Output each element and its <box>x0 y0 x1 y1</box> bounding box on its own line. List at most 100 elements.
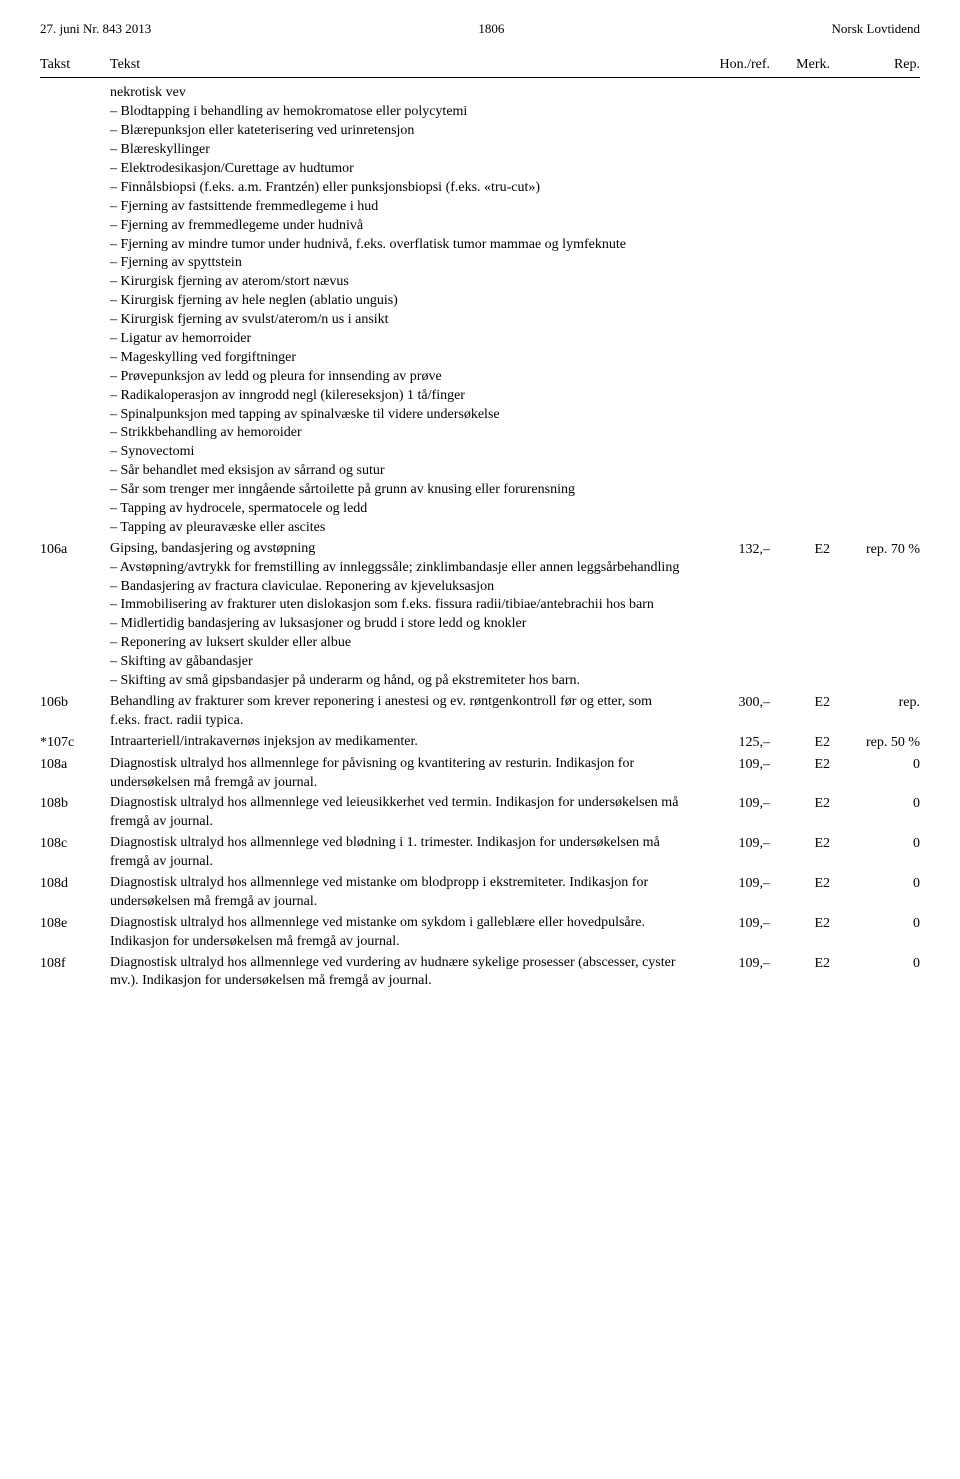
col-header-tekst: Tekst <box>110 56 700 75</box>
cell-takst: 108d <box>40 874 110 894</box>
continuation-body-line: – Sår som trenger mer inngående sårtoile… <box>110 481 680 500</box>
cell-tekst-line: Diagnostisk ultralyd hos allmennlege ved… <box>110 834 680 872</box>
cell-takst: 108f <box>40 954 110 974</box>
continuation-body-line: nekrotisk vev <box>110 84 680 103</box>
cell-rep: rep. 70 % <box>830 540 920 560</box>
continuation-tekst: nekrotisk vev– Blodtapping i behandling … <box>110 84 700 537</box>
cell-rep: rep. <box>830 693 920 713</box>
cell-merk: E2 <box>770 834 830 854</box>
continuation-takst-empty <box>40 84 110 85</box>
col-header-rep: Rep. <box>830 56 920 75</box>
cell-tekst-line: – Avstøpning/avtrykk for fremstilling av… <box>110 559 680 578</box>
cell-rep: 0 <box>830 954 920 974</box>
cell-hon: 109,– <box>700 954 770 974</box>
cell-takst: 108b <box>40 794 110 814</box>
cell-tekst-line: Diagnostisk ultralyd hos allmennlege ved… <box>110 874 680 912</box>
cell-merk: E2 <box>770 954 830 974</box>
header-right: Norsk Lovtidend <box>832 20 920 38</box>
rows-container: 106aGipsing, bandasjering og avstøpning–… <box>40 540 920 991</box>
table-row: *107cIntraarteriell/intrakavernøs injeks… <box>40 733 920 753</box>
cell-takst: 108a <box>40 755 110 775</box>
col-header-merk: Merk. <box>770 56 830 75</box>
cell-tekst: Diagnostisk ultralyd hos allmennlege ved… <box>110 914 700 952</box>
cell-tekst: Diagnostisk ultralyd hos allmennlege ved… <box>110 794 700 832</box>
continuation-row: nekrotisk vev– Blodtapping i behandling … <box>40 84 920 537</box>
continuation-body-line: – Kirurgisk fjerning av svulst/aterom/n … <box>110 311 680 330</box>
cell-takst: *107c <box>40 733 110 753</box>
cell-merk: E2 <box>770 914 830 934</box>
cell-tekst-line: – Skifting av gåbandasjer <box>110 653 680 672</box>
cell-merk: E2 <box>770 755 830 775</box>
cell-rep: 0 <box>830 755 920 775</box>
cell-takst: 108c <box>40 834 110 854</box>
cell-tekst: Diagnostisk ultralyd hos allmennlege for… <box>110 755 700 793</box>
continuation-body-line: – Kirurgisk fjerning av hele neglen (abl… <box>110 292 680 311</box>
cell-merk: E2 <box>770 540 830 560</box>
col-header-hon: Hon./ref. <box>700 56 770 75</box>
cell-tekst-line: Gipsing, bandasjering og avstøpning <box>110 540 680 559</box>
cell-tekst-line: Diagnostisk ultralyd hos allmennlege ved… <box>110 914 680 952</box>
continuation-body-line: – Fjerning av fastsittende fremmedlegeme… <box>110 198 680 217</box>
continuation-body-line: – Fjerning av spyttstein <box>110 254 680 273</box>
continuation-body-line: – Ligatur av hemorroider <box>110 330 680 349</box>
continuation-body-line: – Radikaloperasjon av inngrodd negl (kil… <box>110 387 680 406</box>
cell-takst: 106b <box>40 693 110 713</box>
cell-tekst: Intraarteriell/intrakavernøs injeksjon a… <box>110 733 700 752</box>
header-center: 1806 <box>478 20 504 38</box>
cell-tekst-line: – Bandasjering av fractura claviculae. R… <box>110 578 680 597</box>
cell-hon: 132,– <box>700 540 770 560</box>
continuation-body-line: – Kirurgisk fjerning av aterom/stort næv… <box>110 273 680 292</box>
cell-rep: 0 <box>830 834 920 854</box>
continuation-body-line: – Fjerning av fremmedlegeme under hudniv… <box>110 217 680 236</box>
cell-rep: 0 <box>830 794 920 814</box>
continuation-body-line: – Spinalpunksjon med tapping av spinalvæ… <box>110 406 680 425</box>
continuation-body-line: – Blærepunksjon eller kateterisering ved… <box>110 122 680 141</box>
cell-merk: E2 <box>770 733 830 753</box>
continuation-body-line: – Synovectomi <box>110 443 680 462</box>
cell-hon: 109,– <box>700 874 770 894</box>
table-header-row: Takst Tekst Hon./ref. Merk. Rep. <box>40 56 920 79</box>
table-row: 108eDiagnostisk ultralyd hos allmennlege… <box>40 914 920 952</box>
cell-tekst-line: Diagnostisk ultralyd hos allmennlege ved… <box>110 794 680 832</box>
col-header-takst: Takst <box>40 56 110 75</box>
cell-tekst-line: – Midlertidig bandasjering av luksasjone… <box>110 615 680 634</box>
table-row: 106aGipsing, bandasjering og avstøpning–… <box>40 540 920 691</box>
cell-merk: E2 <box>770 874 830 894</box>
cell-hon: 109,– <box>700 834 770 854</box>
table-row: 108cDiagnostisk ultralyd hos allmennlege… <box>40 834 920 872</box>
cell-tekst: Gipsing, bandasjering og avstøpning– Avs… <box>110 540 700 691</box>
cell-tekst-line: Behandling av frakturer som krever repon… <box>110 693 680 731</box>
cell-rep: 0 <box>830 914 920 934</box>
cell-takst: 106a <box>40 540 110 560</box>
cell-merk: E2 <box>770 794 830 814</box>
cell-tekst: Behandling av frakturer som krever repon… <box>110 693 700 731</box>
continuation-hon-empty <box>700 84 770 85</box>
cell-takst: 108e <box>40 914 110 934</box>
table-row: 108dDiagnostisk ultralyd hos allmennlege… <box>40 874 920 912</box>
cell-tekst-line: – Immobilisering av frakturer uten dislo… <box>110 596 680 615</box>
cell-tekst: Diagnostisk ultralyd hos allmennlege ved… <box>110 874 700 912</box>
continuation-body-line: – Finnålsbiopsi (f.eks. a.m. Frantzén) e… <box>110 179 680 198</box>
table-row: 108aDiagnostisk ultralyd hos allmennlege… <box>40 755 920 793</box>
cell-tekst: Diagnostisk ultralyd hos allmennlege ved… <box>110 834 700 872</box>
continuation-body-line: – Prøvepunksjon av ledd og pleura for in… <box>110 368 680 387</box>
cell-hon: 109,– <box>700 755 770 775</box>
continuation-merk-empty <box>770 84 830 85</box>
table-row: 108fDiagnostisk ultralyd hos allmennlege… <box>40 954 920 992</box>
continuation-body-line: – Blæreskyllinger <box>110 141 680 160</box>
continuation-body-line: – Blodtapping i behandling av hemokromat… <box>110 103 680 122</box>
cell-tekst-line: Diagnostisk ultralyd hos allmennlege ved… <box>110 954 680 992</box>
cell-hon: 109,– <box>700 914 770 934</box>
page-header: 27. juni Nr. 843 2013 1806 Norsk Lovtide… <box>40 20 920 38</box>
continuation-body-line: – Strikkbehandling av hemoroider <box>110 424 680 443</box>
cell-merk: E2 <box>770 693 830 713</box>
cell-rep: 0 <box>830 874 920 894</box>
table-row: 106bBehandling av frakturer som krever r… <box>40 693 920 731</box>
cell-tekst: Diagnostisk ultralyd hos allmennlege ved… <box>110 954 700 992</box>
continuation-body-line: – Elektrodesikasjon/Curettage av hudtumo… <box>110 160 680 179</box>
continuation-body-line: – Tapping av hydrocele, spermatocele og … <box>110 500 680 519</box>
cell-tekst-line: – Reponering av luksert skulder eller al… <box>110 634 680 653</box>
cell-tekst-line: – Skifting av små gipsbandasjer på under… <box>110 672 680 691</box>
cell-hon: 109,– <box>700 794 770 814</box>
continuation-rep-empty <box>830 84 920 85</box>
